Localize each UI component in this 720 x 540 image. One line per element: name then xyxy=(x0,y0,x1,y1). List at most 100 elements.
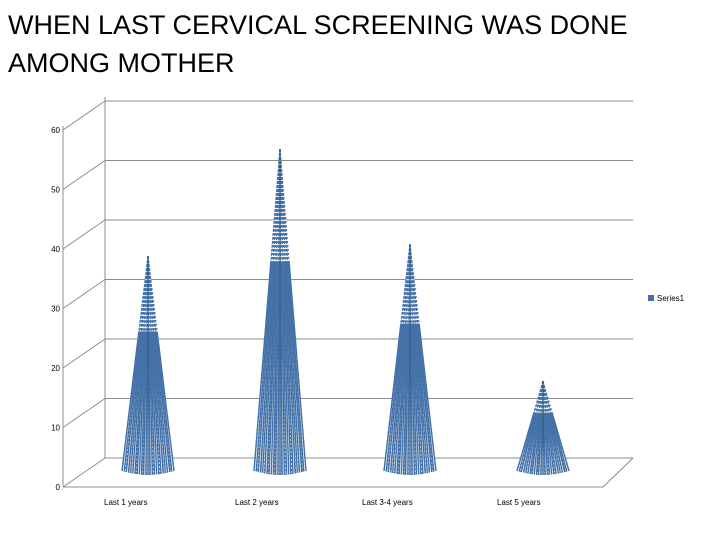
data-cones xyxy=(121,149,570,475)
cone-fill-stroke xyxy=(518,412,536,472)
cone-rib xyxy=(519,381,544,472)
cone-fill-stroke xyxy=(533,412,541,475)
cone-fill-stroke xyxy=(415,323,429,474)
cone-fill-stroke xyxy=(385,323,403,472)
cone-rib xyxy=(404,244,411,475)
cone-fill-stroke xyxy=(286,261,303,473)
legend-label-series1: Series1 xyxy=(657,294,685,303)
legend-swatch xyxy=(648,295,654,301)
cone-fill-stroke xyxy=(148,331,151,475)
cone-fill-stroke xyxy=(548,412,562,474)
cone-rib xyxy=(409,244,416,475)
cone-fill-stroke xyxy=(411,323,418,475)
cone-fill-stroke xyxy=(543,412,546,475)
cone-fill-stroke xyxy=(280,261,283,475)
cone-fill-stroke xyxy=(398,323,407,475)
cone-fill-stroke xyxy=(264,261,276,474)
cone-fill-stroke xyxy=(396,323,407,474)
x-axis-floor-right xyxy=(602,457,634,488)
cone-fill-stroke xyxy=(288,261,307,472)
cone-fill-stroke xyxy=(546,412,555,475)
cone-fill-stroke xyxy=(270,261,278,475)
cone-fill-stroke xyxy=(527,412,539,474)
cone-fill-stroke xyxy=(410,323,413,475)
x-axis-tick-labels: Last 1 years Last 2 years Last 3-4 years La… xyxy=(104,498,541,507)
y-tick-label-20: 20 xyxy=(51,364,60,373)
cone-fill-stroke xyxy=(253,261,272,472)
cone-fill-stroke xyxy=(149,331,156,475)
cone-fill-stroke xyxy=(414,323,426,474)
cone-fill-stroke xyxy=(402,323,409,475)
y-tick-label-0: 0 xyxy=(56,483,61,492)
cone-fill-stroke xyxy=(142,331,148,475)
x-tick-label-4: Last 5 years xyxy=(497,498,541,507)
cone-fill-stroke xyxy=(151,331,162,474)
cone-fill-stroke xyxy=(148,331,154,475)
gridline-50 xyxy=(62,160,633,190)
cone-rib xyxy=(409,244,420,475)
cone-fill-stroke xyxy=(522,412,537,473)
cone-rib xyxy=(542,381,556,475)
cone-fill-stroke xyxy=(136,331,145,475)
y-tick-label-40: 40 xyxy=(51,245,60,254)
cone-fill-stroke xyxy=(123,331,141,472)
cone-fill-stroke xyxy=(266,261,277,474)
cone-fill-stroke xyxy=(410,323,416,475)
cone-fill-stroke xyxy=(283,261,294,474)
gridline-60 xyxy=(62,100,633,131)
cone-fill-stroke xyxy=(400,323,408,475)
cone-fill-stroke xyxy=(413,323,424,474)
x-tick-label-1: Last 1 years xyxy=(104,498,148,507)
y-tick-label-30: 30 xyxy=(51,305,60,314)
gridline-40 xyxy=(62,219,633,250)
cone-fill-stroke xyxy=(140,331,147,475)
cone-fill-stroke xyxy=(286,261,301,473)
cone-fill-stroke xyxy=(155,331,173,472)
x-tick-label-3: Last 3-4 years xyxy=(362,498,413,507)
cone-fill-stroke xyxy=(138,331,146,475)
cone-fill-stroke xyxy=(394,323,406,474)
cone-fill-stroke xyxy=(520,412,537,473)
cone-fill-stroke xyxy=(549,412,566,473)
legend: Series1 xyxy=(648,294,685,303)
cone-fill-stroke xyxy=(543,412,549,475)
cone-fill-stroke xyxy=(280,261,286,475)
y-axis-tick-labels: 0 10 20 30 40 50 60 xyxy=(51,126,60,492)
cone-fill-stroke xyxy=(257,261,274,473)
cone-fill-stroke xyxy=(516,412,535,472)
cone-fill-stroke xyxy=(531,412,540,475)
cone-fill-stroke xyxy=(537,412,543,475)
cone-fill-stroke xyxy=(529,412,540,474)
cone-fill-stroke xyxy=(545,412,553,475)
cone-fill-stroke xyxy=(383,323,402,472)
cone-bar-3 xyxy=(383,244,437,475)
cone-fill-stroke xyxy=(261,261,275,474)
cone-fill-stroke xyxy=(274,261,280,475)
cone-fill-stroke xyxy=(387,323,404,473)
cone-fill-stroke xyxy=(546,412,557,474)
cone-fill-stroke xyxy=(154,331,169,473)
y-tick-label-50: 50 xyxy=(51,186,60,195)
cone-fill-stroke xyxy=(544,412,551,475)
cone-fill-stroke xyxy=(154,331,171,473)
cone-fill-stroke xyxy=(284,261,296,474)
y-tick-label-60: 60 xyxy=(51,126,60,135)
cone-fill-stroke xyxy=(551,412,570,472)
cone-fill-stroke xyxy=(547,412,559,474)
cone-fill-stroke xyxy=(416,323,431,473)
cone-fill-stroke xyxy=(150,331,158,475)
cone-fill-stroke xyxy=(407,323,410,475)
cone-fill-stroke xyxy=(145,331,148,475)
cone-fill-stroke xyxy=(268,261,277,475)
cone-fill-stroke xyxy=(287,261,305,472)
cone-fill-stroke xyxy=(540,412,543,475)
cone-fill-stroke xyxy=(285,261,299,474)
cone-fill-stroke xyxy=(152,331,164,474)
cone-fill-stroke xyxy=(259,261,274,473)
cone-fill-stroke xyxy=(524,412,538,474)
cone-bar-4 xyxy=(516,381,570,475)
cone-fill-stroke xyxy=(272,261,279,475)
cone-fill-stroke xyxy=(389,323,404,473)
cone-fill-stroke xyxy=(153,331,167,474)
